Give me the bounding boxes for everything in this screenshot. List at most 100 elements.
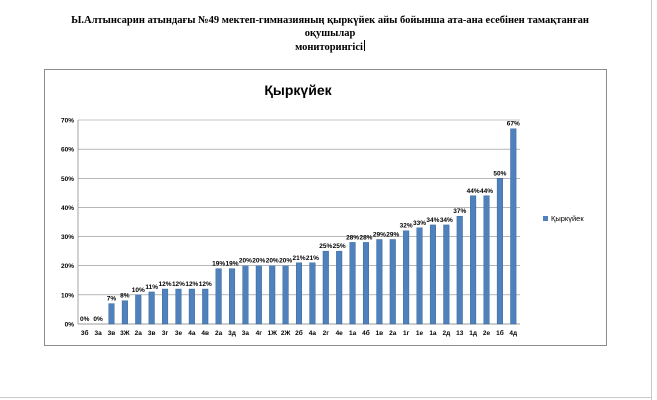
x-tick-label: 3Ж — [120, 330, 130, 337]
x-tick-label: 2а — [389, 330, 397, 337]
data-label: 28% — [346, 234, 359, 241]
y-tick-label: 50% — [61, 176, 74, 183]
x-tick-label: 4д — [509, 330, 517, 337]
y-tick-label: 10% — [61, 292, 74, 299]
x-tick-label: 4е — [336, 330, 344, 337]
document-title: Ы.Алтынсарин атындағы №49 мектеп-гимнази… — [60, 14, 600, 54]
y-tick-label: 70% — [61, 118, 74, 125]
data-label: 12% — [185, 281, 198, 288]
bar — [470, 195, 477, 325]
data-label: 12% — [172, 281, 185, 288]
bar — [510, 128, 517, 325]
x-tick-label: 3а — [242, 330, 250, 337]
x-tick-label: 3а — [94, 330, 102, 337]
data-label: 44% — [480, 188, 493, 195]
document-title-line-2: мониторингісі — [60, 40, 600, 54]
chart-area: Қыркүйек 0% 10% 20% 30% 40% 50% 60% 70% 0% 0% 7% 8… — [44, 69, 607, 346]
bar — [322, 250, 329, 325]
data-label: 20% — [266, 258, 279, 265]
bar — [229, 268, 236, 325]
data-label: 33% — [413, 220, 426, 227]
x-tick-label: 1Ж — [267, 330, 277, 337]
data-label: 29% — [386, 231, 399, 238]
bar — [282, 265, 289, 325]
page-edge-right — [651, 0, 652, 400]
x-tick-label: 1е — [416, 330, 424, 337]
x-tick-label: 4а — [309, 330, 317, 337]
bar — [162, 288, 169, 325]
x-tick-label: 1д — [469, 330, 477, 337]
bar — [336, 250, 343, 325]
y-tick-label: 0% — [65, 322, 75, 329]
bar — [188, 288, 195, 325]
bar — [108, 303, 115, 325]
bar — [362, 242, 369, 325]
bar — [389, 239, 396, 325]
x-tick-label: 1в — [376, 330, 384, 337]
page-edge-bottom — [0, 397, 652, 398]
y-axis-ticks: 0% 10% 20% 30% 40% 50% 60% 70% — [61, 118, 74, 329]
bar — [496, 178, 503, 325]
legend: Қыркүйек — [543, 214, 584, 223]
bar — [403, 230, 410, 325]
bar — [295, 262, 303, 325]
text-cursor — [363, 40, 365, 51]
bar — [349, 242, 356, 325]
data-label: 0% — [80, 316, 90, 323]
bar — [269, 265, 276, 325]
bar — [456, 215, 463, 325]
data-labels: 0% 0%7% 8%10% 11% 12% 12% 12% 12%19% 19% 20% 20% 20… — [80, 121, 520, 323]
x-tick-label: 2б — [295, 329, 303, 337]
document-title-line-1: Ы.Алтынсарин атындағы №49 мектеп-гимнази… — [71, 15, 589, 39]
x-tick-label: 1а — [349, 330, 357, 337]
x-tick-label: 2г — [323, 330, 330, 337]
data-label: 25% — [333, 243, 346, 250]
x-tick-label: 3б — [81, 329, 89, 337]
bar — [121, 300, 128, 325]
chart-title: Қыркүйек — [264, 82, 332, 98]
x-tick-label: 1б — [496, 329, 504, 337]
legend-swatch — [543, 216, 548, 221]
data-label: 25% — [319, 243, 332, 250]
data-label: 20% — [239, 258, 252, 265]
data-label: 20% — [252, 258, 265, 265]
bar — [483, 195, 490, 325]
data-label: 34% — [440, 217, 453, 224]
y-tick-label: 20% — [61, 263, 74, 270]
data-label: 0% — [93, 316, 103, 323]
bar — [376, 239, 383, 325]
x-tick-label: 4г — [256, 330, 263, 337]
data-label: 19% — [212, 261, 225, 268]
data-label: 37% — [453, 208, 466, 215]
bar — [202, 288, 209, 325]
bar — [242, 265, 249, 325]
bar — [148, 291, 155, 325]
data-label: 19% — [226, 261, 239, 268]
data-label: 21% — [306, 255, 319, 262]
data-label: 32% — [400, 223, 413, 230]
x-tick-label: 4а — [188, 330, 196, 337]
data-label: 12% — [199, 281, 212, 288]
x-tick-label: 1а — [429, 330, 437, 337]
bar-chart: Қыркүйек 0%10%20%30%40%50%60%70% 0% 0%7% 8… — [61, 82, 584, 337]
data-label: 10% — [132, 287, 145, 294]
data-label: 29% — [373, 231, 386, 238]
bar — [135, 294, 142, 325]
x-tick-label: 1г — [403, 330, 410, 337]
bar — [309, 262, 316, 325]
bar — [255, 265, 262, 325]
x-axis-ticks: 3б 3а 3в 3Ж 2а 3в 3г 3е 4а 4в 2а 3д 3а 4г 1Ж 2Ж 2б 4а 2г 4е… — [81, 329, 517, 337]
bar — [429, 224, 436, 325]
legend-label: Қыркүйек — [551, 214, 584, 223]
x-tick-label: 3г — [162, 330, 169, 337]
data-label: 50% — [493, 170, 506, 177]
data-label: 34% — [426, 217, 439, 224]
data-label: 21% — [292, 255, 305, 262]
x-tick-label: 2Ж — [281, 330, 291, 337]
x-tick-label: 2д — [442, 330, 450, 337]
bar — [443, 224, 450, 325]
x-tick-label: 2е — [483, 330, 491, 337]
x-tick-label: 3д — [228, 330, 236, 337]
data-label: 11% — [145, 284, 158, 291]
x-tick-label: 2а — [215, 330, 223, 337]
